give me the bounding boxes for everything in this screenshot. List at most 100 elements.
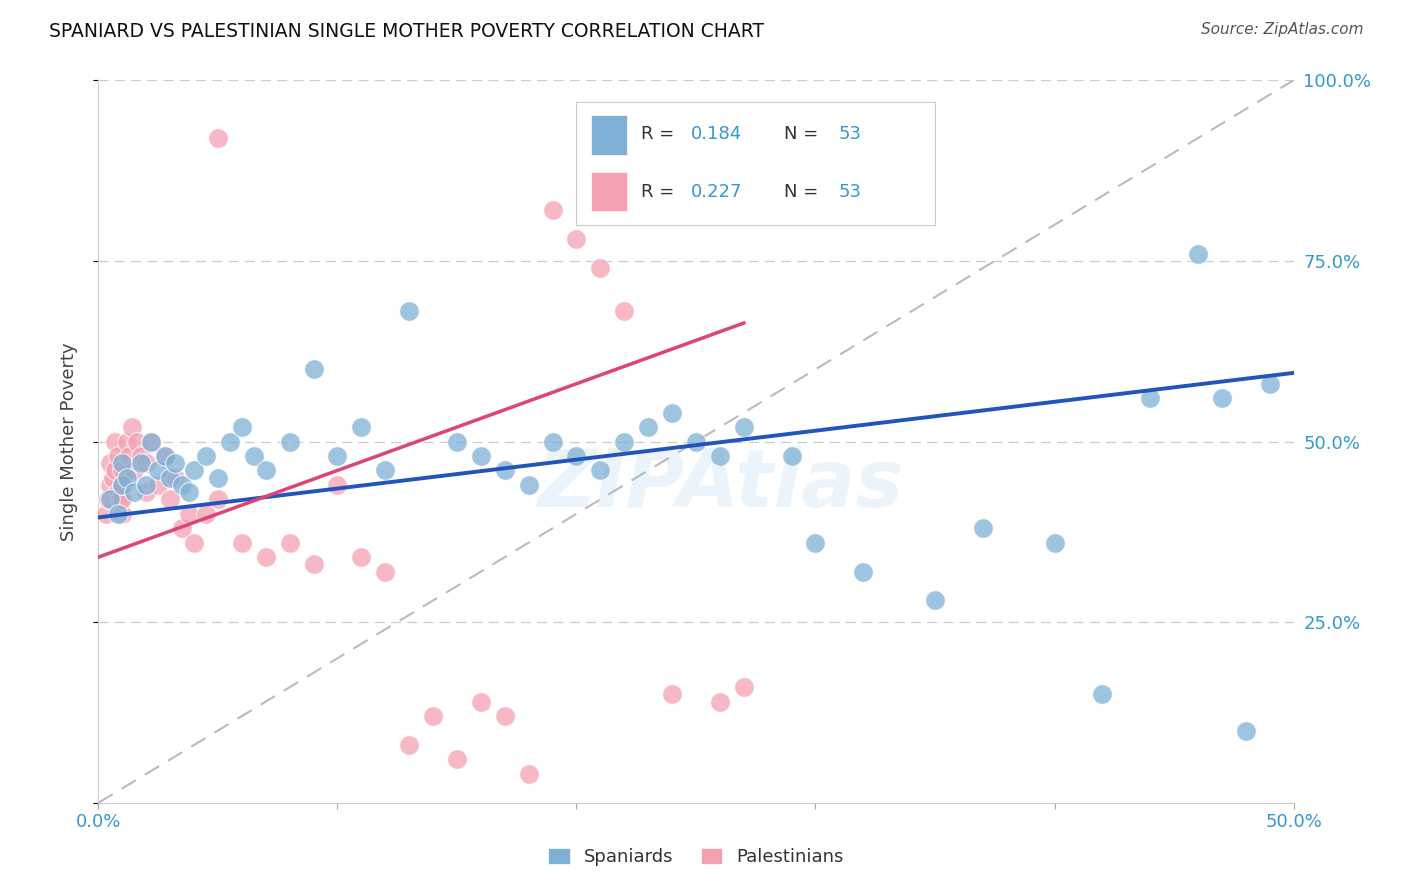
Point <box>219 434 242 449</box>
Point <box>172 478 194 492</box>
Point <box>111 478 134 492</box>
Point <box>398 738 420 752</box>
Point <box>398 304 420 318</box>
Point <box>98 492 122 507</box>
Point <box>852 565 875 579</box>
Point <box>172 521 194 535</box>
Point <box>541 203 564 218</box>
Point <box>111 492 134 507</box>
Point <box>1211 391 1233 405</box>
Point <box>108 492 131 507</box>
Point <box>97 492 120 507</box>
Point <box>115 434 138 449</box>
Point <box>163 470 186 484</box>
Point <box>139 434 162 449</box>
Point <box>326 449 349 463</box>
Point <box>278 535 301 549</box>
Text: ZIPAtlas: ZIPAtlas <box>537 446 903 524</box>
Point <box>302 558 325 572</box>
Point <box>121 420 143 434</box>
Point <box>517 767 540 781</box>
Point <box>254 550 277 565</box>
Point <box>637 420 659 434</box>
Point <box>804 535 827 549</box>
Point <box>207 131 229 145</box>
Point <box>94 507 117 521</box>
Point <box>254 463 277 477</box>
Point <box>179 485 201 500</box>
Point <box>1187 246 1209 260</box>
Point <box>139 434 162 449</box>
Point <box>118 449 141 463</box>
Point <box>125 434 148 449</box>
Point <box>924 593 946 607</box>
Point <box>115 470 138 484</box>
Y-axis label: Single Mother Poverty: Single Mother Poverty <box>59 343 77 541</box>
Point <box>135 485 157 500</box>
Point <box>733 680 755 694</box>
Point <box>541 434 564 449</box>
Point <box>494 709 516 723</box>
Point <box>155 449 177 463</box>
Point <box>148 463 170 477</box>
Point <box>565 449 588 463</box>
Point <box>107 507 129 521</box>
Point <box>446 752 468 766</box>
Point <box>179 507 201 521</box>
Point <box>565 232 588 246</box>
Point <box>243 449 266 463</box>
Point <box>231 420 253 434</box>
Point <box>517 478 540 492</box>
Point <box>159 492 181 507</box>
Point <box>183 535 205 549</box>
Point <box>231 535 253 549</box>
Point <box>589 261 612 276</box>
Point <box>124 463 146 477</box>
Point <box>111 456 134 470</box>
Text: Source: ZipAtlas.com: Source: ZipAtlas.com <box>1201 22 1364 37</box>
Point <box>1091 687 1114 701</box>
Point <box>374 565 396 579</box>
Point <box>422 709 444 723</box>
Point <box>104 434 127 449</box>
Point <box>207 470 229 484</box>
Point <box>1258 376 1281 391</box>
Point <box>613 304 636 318</box>
Point <box>131 449 153 463</box>
Point <box>278 434 301 449</box>
Point <box>661 687 683 701</box>
Point <box>733 420 755 434</box>
Point <box>589 463 612 477</box>
Point <box>302 362 325 376</box>
Point <box>195 507 218 521</box>
Point <box>148 478 170 492</box>
Point <box>101 470 124 484</box>
Point <box>104 463 127 477</box>
Point <box>972 521 994 535</box>
Point <box>709 695 731 709</box>
Point <box>111 463 134 477</box>
Point <box>470 449 492 463</box>
Point <box>661 406 683 420</box>
Point <box>1234 723 1257 738</box>
Point <box>326 478 349 492</box>
Point <box>685 434 707 449</box>
Point <box>163 456 186 470</box>
Point <box>111 507 134 521</box>
Point <box>135 478 157 492</box>
Point <box>98 456 122 470</box>
Text: SPANIARD VS PALESTINIAN SINGLE MOTHER POVERTY CORRELATION CHART: SPANIARD VS PALESTINIAN SINGLE MOTHER PO… <box>49 22 765 41</box>
Point <box>494 463 516 477</box>
Point <box>155 449 177 463</box>
Point <box>709 449 731 463</box>
Point <box>470 695 492 709</box>
Point <box>613 434 636 449</box>
Point <box>131 456 153 470</box>
Point <box>446 434 468 449</box>
Point <box>183 463 205 477</box>
Point <box>350 550 373 565</box>
Point <box>98 478 122 492</box>
Point <box>107 449 129 463</box>
Point <box>195 449 218 463</box>
Point <box>374 463 396 477</box>
